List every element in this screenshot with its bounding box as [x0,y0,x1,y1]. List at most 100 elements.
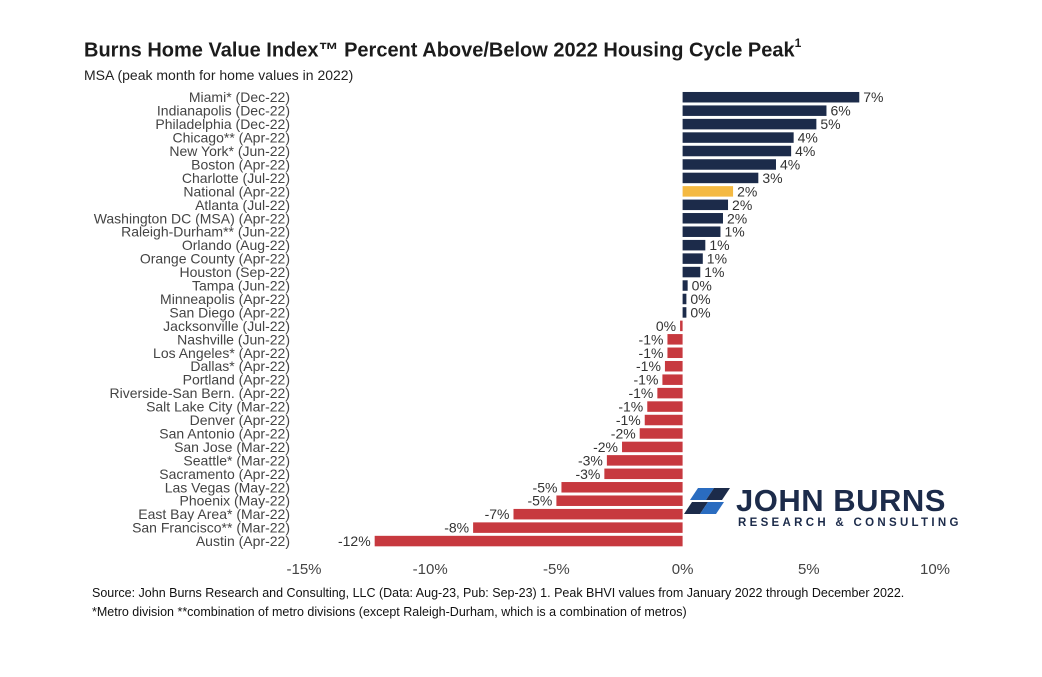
data-label: 1% [709,237,729,253]
category-label: Tampa (Jun-22) [192,278,290,294]
category-label: Portland (Apr-22) [183,372,290,388]
data-label: 0% [656,318,676,334]
company-logo: JOHN BURNS RESEARCH & CONSULTING [684,482,984,532]
data-label: 1% [704,264,724,280]
data-label: -3% [575,466,600,482]
data-label: -2% [611,425,636,441]
bar [639,428,683,439]
bar [644,414,683,426]
category-label: Minneapolis (Apr-22) [160,291,290,307]
category-label: Las Vegas (May-22) [165,479,290,495]
category-label: Orlando (Aug-22) [182,237,290,253]
category-label: Dallas* (Apr-22) [190,358,290,374]
data-label: 6% [830,103,850,119]
bar [682,91,860,103]
bar [682,199,729,211]
data-label: 5% [820,116,840,132]
bar [662,374,683,385]
data-label: 4% [780,156,800,172]
data-label: -5% [533,479,558,495]
bar [682,239,706,251]
source-note: Source: John Burns Research and Consulti… [92,586,905,600]
data-label: 1% [724,224,744,240]
data-label: -1% [639,331,664,347]
bar [682,186,734,197]
bar [682,266,701,278]
bar [682,118,817,130]
category-label: San Francisco** (Mar-22) [132,520,290,536]
x-tick-label: 10% [920,561,950,578]
x-tick-label: -10% [413,561,448,578]
bar [513,508,683,520]
data-label: -5% [527,493,552,509]
footnote: *Metro division **combination of metro d… [92,605,687,619]
data-label: 2% [737,183,757,199]
bar [647,401,683,412]
data-label: 2% [732,197,752,213]
data-label: 4% [795,143,815,159]
data-label: 1% [707,251,727,267]
category-label: Indianapolis (Dec-22) [157,103,290,119]
data-label: 0% [690,291,710,307]
bar [473,522,683,533]
category-label: Miami* (Dec-22) [189,89,290,105]
data-label: -1% [636,358,661,374]
data-label: 7% [863,89,883,105]
bar [680,320,683,332]
data-label: 0% [690,304,710,320]
bar [682,172,759,184]
category-label: Denver (Apr-22) [190,412,290,428]
category-label: Riverside-San Bern. (Apr-22) [109,385,290,401]
x-tick-label: 5% [798,561,820,578]
title-footnote-marker: 1 [794,36,802,50]
category-label: Seattle* (Mar-22) [183,452,290,468]
bar [682,280,688,291]
bar [682,105,827,116]
data-label: -1% [628,385,653,401]
data-label: -1% [616,412,641,428]
bar [682,226,721,237]
bar [606,455,683,466]
bar [682,145,792,157]
data-label: -2% [593,439,618,455]
bar [664,360,683,372]
logo-name: JOHN BURNS [736,483,946,518]
bar [667,347,683,359]
data-label: -1% [618,399,643,415]
data-label: -3% [578,452,603,468]
x-tick-label: -5% [543,561,570,578]
logo-mark-icon [684,488,730,514]
bar [682,253,703,264]
category-label: Boston (Apr-22) [191,156,290,172]
bar [561,482,683,493]
category-label: National (Apr-22) [183,183,290,199]
category-label: Nashville (Jun-22) [177,331,290,347]
data-label: -8% [444,520,469,536]
bar [682,213,723,224]
bar [667,334,683,345]
data-label: -1% [634,372,659,388]
category-label: Philadelphia (Dec-22) [155,116,290,132]
category-label: Chicago** (Apr-22) [173,130,291,146]
category-label: Phoenix (May-22) [180,493,291,509]
category-label: Atlanta (Jul-22) [195,197,290,213]
data-label: -12% [338,533,371,549]
category-label: Los Angeles* (Apr-22) [153,345,290,361]
chart-subtitle: MSA (peak month for home values in 2022) [84,67,354,83]
category-label: Jacksonville (Jul-22) [163,318,290,334]
bar [622,441,683,453]
bar [374,535,683,547]
category-label: Salt Lake City (Mar-22) [146,399,290,415]
category-label: Austin (Apr-22) [196,533,290,549]
logo-tagline: RESEARCH & CONSULTING [738,517,962,529]
bar [682,159,776,170]
category-label: San Diego (Apr-22) [169,304,290,320]
bar [682,132,794,143]
data-label: 0% [692,278,712,294]
data-label: -7% [485,506,510,522]
bar [657,387,683,399]
x-tick-label: -15% [286,561,321,578]
category-label: Washington DC (MSA) (Apr-22) [94,210,290,226]
category-label: East Bay Area* (Mar-22) [138,506,290,522]
